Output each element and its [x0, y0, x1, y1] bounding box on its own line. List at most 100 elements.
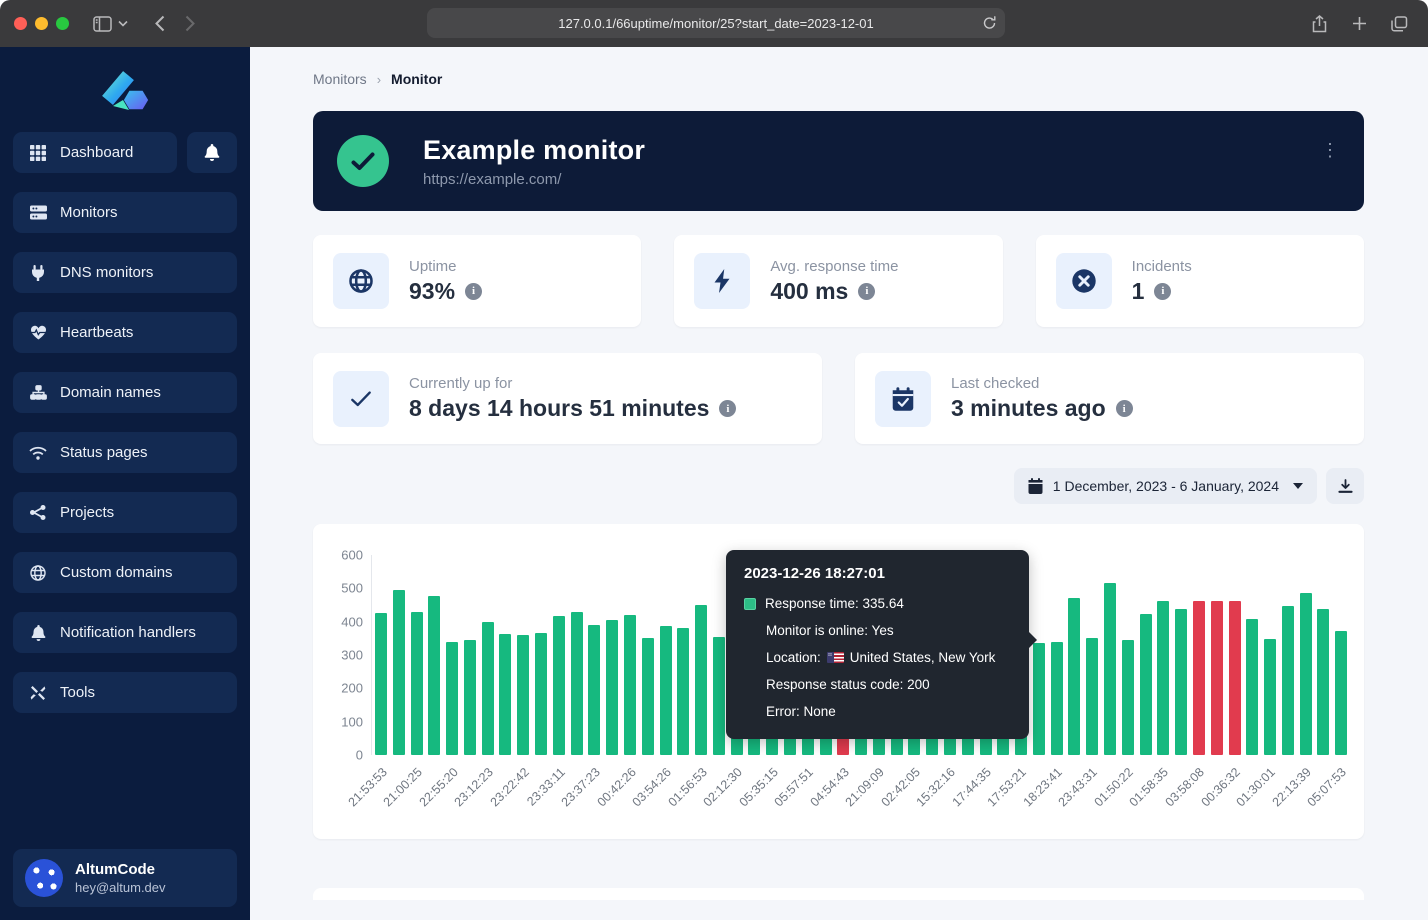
chart-bar[interactable]	[1122, 640, 1134, 755]
incidents-card: Incidents 1 i	[1036, 235, 1364, 327]
info-icon[interactable]: i	[1154, 283, 1171, 300]
chart-bar[interactable]	[642, 638, 654, 755]
address-bar[interactable]: 127.0.0.1/66uptime/monitor/25?start_date…	[427, 8, 1005, 38]
chart-bar[interactable]	[393, 590, 405, 755]
chart-bar[interactable]	[535, 633, 547, 755]
plug-icon	[29, 265, 47, 281]
sidebar-item-label: Custom domains	[60, 564, 173, 581]
chart-bar[interactable]	[1140, 614, 1152, 755]
date-range-label: 1 December, 2023 - 6 January, 2024	[1053, 478, 1279, 494]
date-range-button[interactable]: 1 December, 2023 - 6 January, 2024	[1014, 468, 1317, 504]
sidebar-item-heartbeats[interactable]: Heartbeats	[13, 312, 237, 353]
sidebar: Dashboard	[0, 47, 250, 920]
chevron-down-icon[interactable]	[113, 9, 133, 39]
uptime-label: Uptime	[409, 258, 482, 275]
avg-response-value: 400 ms	[770, 278, 848, 305]
forward-button[interactable]	[175, 9, 205, 39]
close-window-button[interactable]	[14, 17, 27, 30]
sidebar-item-domain-names[interactable]: Domain names	[13, 372, 237, 413]
chart-bar[interactable]	[606, 620, 618, 755]
sidebar-item-label: Projects	[60, 504, 114, 521]
chart-bar[interactable]	[1335, 631, 1347, 755]
app-logo[interactable]	[13, 60, 237, 132]
bell-icon	[29, 625, 47, 641]
new-tab-icon[interactable]	[1344, 9, 1374, 39]
sidebar-item-label: Tools	[60, 684, 95, 701]
avg-response-label: Avg. response time	[770, 258, 898, 275]
bolt-icon	[694, 253, 750, 309]
chart-bar[interactable]	[1264, 639, 1276, 755]
sidebar-item-dashboard[interactable]: Dashboard	[13, 132, 177, 173]
chart-bar[interactable]	[1317, 609, 1329, 755]
breadcrumb-current: Monitor	[391, 71, 442, 87]
notifications-button[interactable]	[187, 132, 237, 173]
chart-bar[interactable]	[446, 642, 458, 755]
chart-bar[interactable]	[571, 612, 583, 755]
chart-bar[interactable]	[499, 634, 511, 755]
sidebar-item-status-pages[interactable]: Status pages	[13, 432, 237, 473]
chart-bar[interactable]	[1175, 609, 1187, 755]
currently-up-label: Currently up for	[409, 375, 736, 392]
chart-bar[interactable]	[1068, 598, 1080, 755]
chart-bar[interactable]	[1051, 642, 1063, 755]
tooltip-status-code: Response status code: 200	[744, 671, 1011, 698]
chart-bar[interactable]	[713, 637, 725, 755]
account-name: AltumCode	[75, 861, 166, 878]
info-icon[interactable]: i	[1116, 400, 1133, 417]
chart-bar[interactable]	[660, 626, 672, 755]
chart-bar[interactable]	[1300, 593, 1312, 755]
chart-bar[interactable]	[1033, 643, 1045, 755]
sidebar-item-notification-handlers[interactable]: Notification handlers	[13, 612, 237, 653]
sidebar-item-monitors[interactable]: Monitors	[13, 192, 237, 233]
chart-bar[interactable]	[517, 635, 529, 755]
x-axis-tick: 23:22:42	[488, 765, 532, 809]
chart-bar[interactable]	[428, 596, 440, 755]
chart-bar[interactable]	[588, 625, 600, 755]
window-controls	[14, 17, 69, 30]
y-axis-tick: 0	[356, 748, 363, 763]
minimize-window-button[interactable]	[35, 17, 48, 30]
sidebar-item-custom-domains[interactable]: Custom domains	[13, 552, 237, 593]
sidebar-item-projects[interactable]: Projects	[13, 492, 237, 533]
chart-bar[interactable]	[1193, 601, 1205, 755]
chart-bar[interactable]	[1104, 583, 1116, 755]
chart-bar[interactable]	[624, 615, 636, 755]
uptime-card: Uptime 93% i	[313, 235, 641, 327]
chart-bar[interactable]	[1229, 601, 1241, 755]
chart-bar[interactable]	[1282, 606, 1294, 755]
us-flag-icon	[827, 652, 844, 663]
chart-controls: 1 December, 2023 - 6 January, 2024	[313, 468, 1364, 504]
share-icon[interactable]	[1304, 9, 1334, 39]
chart-bar[interactable]	[1211, 601, 1223, 755]
chart-x-axis: 21:53:5321:00:2522:55:2023:12:2323:22:42…	[371, 755, 1348, 825]
bell-icon	[204, 144, 220, 161]
reload-icon[interactable]	[983, 16, 996, 30]
chart-bar[interactable]	[1246, 619, 1258, 755]
sidebar-item-tools[interactable]: Tools	[13, 672, 237, 713]
info-icon[interactable]: i	[465, 283, 482, 300]
chart-bar[interactable]	[677, 628, 689, 755]
tooltip-location: Location: United States, New York	[744, 644, 1011, 671]
chart-bar[interactable]	[1086, 638, 1098, 755]
sidebar-item-dns-monitors[interactable]: DNS monitors	[13, 252, 237, 293]
series-legend-icon	[744, 598, 756, 610]
chart-bar[interactable]	[1157, 601, 1169, 755]
download-button[interactable]	[1326, 468, 1364, 504]
info-icon[interactable]: i	[858, 283, 875, 300]
chart-bar[interactable]	[411, 612, 423, 755]
chart-bar[interactable]	[464, 640, 476, 755]
avg-response-card: Avg. response time 400 ms i	[674, 235, 1002, 327]
sidebar-item-label: Domain names	[60, 384, 161, 401]
back-button[interactable]	[145, 9, 175, 39]
grid-icon	[29, 145, 47, 161]
chart-bar[interactable]	[482, 622, 494, 755]
breadcrumb-monitors-link[interactable]: Monitors	[313, 71, 367, 87]
chart-bar[interactable]	[553, 616, 565, 755]
chart-bar[interactable]	[695, 605, 707, 755]
info-icon[interactable]: i	[719, 400, 736, 417]
monitor-menu-button[interactable]: ⋮	[1320, 145, 1340, 155]
tab-overview-icon[interactable]	[1384, 9, 1414, 39]
zoom-window-button[interactable]	[56, 17, 69, 30]
account-card[interactable]: AltumCode hey@altum.dev	[13, 849, 237, 907]
chart-bar[interactable]	[375, 613, 387, 755]
